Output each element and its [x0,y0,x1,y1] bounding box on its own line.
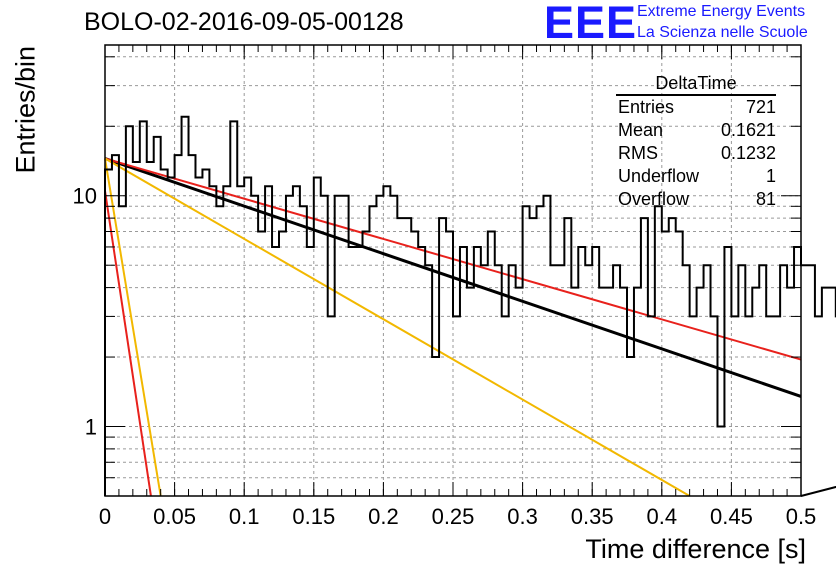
y-tick-label: 10 [73,184,97,209]
fit-line [104,158,162,497]
stats-value: 0.1621 [720,120,776,140]
stats-title: DeltaTime [616,72,776,96]
stats-label: Underflow [618,166,700,186]
stats-row-entries: Entries 721 [612,96,776,119]
stats-box: DeltaTime Entries 721 Mean 0.1621 RMS 0.123… [612,72,782,211]
x-tick-label: 0.1 [229,504,260,529]
fit-line [104,190,152,497]
stats-value: 721 [745,97,776,117]
stats-value: 81 [755,189,776,209]
x-tick-label: 0.2 [368,504,399,529]
stats-row-overflow: Overflow 81 [612,188,776,211]
stats-label: RMS [618,143,658,163]
y-axis-label: Entries/bin [10,45,41,174]
stats-row-mean: Mean 0.1621 [612,119,776,142]
x-tick-label: 0.25 [432,504,475,529]
stats-value: 0.1232 [720,143,776,163]
x-tick-label: 0.5 [786,504,817,529]
histogram-steps [104,115,836,497]
stats-label: Entries [618,97,675,117]
chart-title: BOLO-02-2016-09-05-00128 [84,8,404,36]
x-tick-label: 0.15 [292,504,335,529]
y-tick-label: 1 [85,415,97,440]
x-tick-label: 0.35 [571,504,614,529]
eee-logo: EEE [544,0,638,48]
fit-line [104,157,691,497]
brand-line-2: La Scienza nelle Scuole [637,24,808,41]
stats-value: 1 [765,166,776,186]
x-tick-label: 0 [99,504,111,529]
axes: 0 0.05 0.1 0.15 0.2 0.25 0.3 0.35 0.4 0.45 0.5 1 10 [73,45,817,529]
brand-line-1: Extreme Energy Events [637,3,806,20]
x-axis-label: Time difference [s] [585,534,806,564]
stats-label: Overflow [618,189,690,209]
histogram-series [104,115,836,497]
stats-label: Mean [618,120,664,140]
stats-row-underflow: Underflow 1 [612,165,776,188]
x-tick-label: 0.05 [153,504,196,529]
x-tick-label: 0.45 [710,504,753,529]
x-tick-label: 0.3 [507,504,538,529]
stats-row-rms: RMS 0.1232 [612,142,776,165]
x-tick-label: 0.4 [647,504,678,529]
